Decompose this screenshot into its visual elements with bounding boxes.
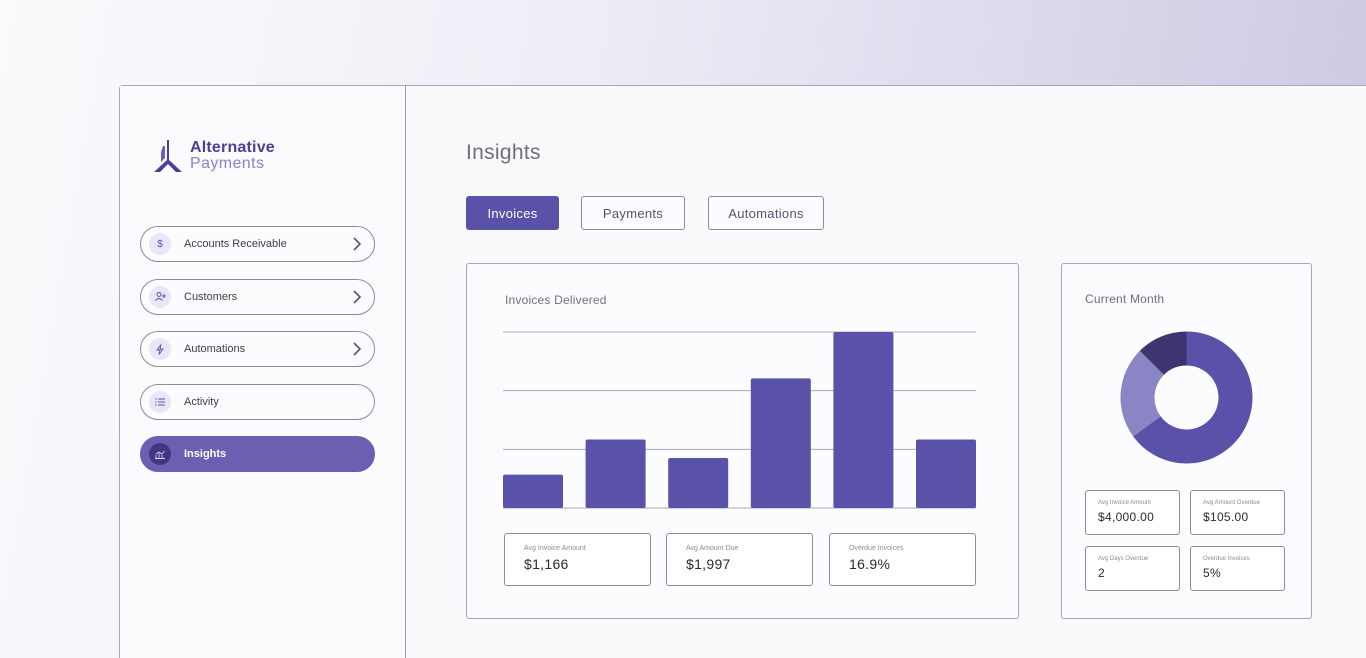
stat-label: Overdue Invoices — [849, 545, 904, 552]
brand-name-line1: Alternative — [190, 139, 275, 156]
stat-value: 16.9% — [849, 556, 891, 572]
bar — [585, 439, 646, 508]
stat-label: Avg Invoice Amount — [524, 545, 586, 552]
stat-avg-invoice-amount: Avg Invoice Amount $4,000.00 — [1085, 490, 1180, 535]
card-title: Invoices Delivered — [505, 293, 607, 307]
bar — [668, 457, 729, 508]
tab-automations[interactable]: Automations — [708, 196, 824, 230]
stat-avg-invoice-amount: Avg Invoice Amount $1,166 — [504, 533, 651, 586]
stat-value: 2 — [1098, 566, 1105, 580]
bar — [750, 378, 811, 508]
bar — [833, 332, 894, 508]
stat-avg-days-overdue: Avg Days Overdue 2 — [1085, 546, 1180, 591]
invoices-delivered-card: Invoices Delivered Avg Invoice Amount $1… — [466, 263, 1019, 619]
donut-slice — [1139, 331, 1187, 375]
sidebar-item-customers[interactable]: Customers — [140, 278, 375, 315]
stat-label: Avg Invoice Amount — [1098, 500, 1151, 506]
bar — [503, 474, 563, 508]
sidebar-item-activity[interactable]: Activity — [140, 383, 375, 420]
sidebar-item-label: Accounts Receivable — [184, 238, 287, 250]
tab-payments[interactable]: Payments — [581, 196, 685, 230]
donut-slice — [1133, 331, 1253, 464]
sidebar-item-label: Activity — [184, 395, 219, 408]
stat-overdue-invoices: Overdue Invoices 5% — [1190, 546, 1285, 591]
chevron-right-icon — [353, 342, 362, 356]
sidebar-item-label: Customers — [184, 290, 238, 303]
brand-logo-icon — [154, 140, 182, 172]
donut-slice — [1120, 350, 1164, 437]
sidebar: Alternative Payments $ Accounts Receivab… — [120, 86, 406, 658]
stat-label: Avg Amount Due — [686, 545, 739, 552]
stat-label: Avg Amount Overdue — [1203, 500, 1260, 506]
card-title: Current Month — [1085, 292, 1165, 306]
bar — [916, 439, 976, 508]
tab-invoices[interactable]: Invoices — [466, 196, 559, 230]
stat-overdue-invoices: Overdue Invoices 16.9% — [829, 533, 976, 586]
stat-label: Overdue Invoices — [1203, 556, 1250, 562]
sidebar-item-label: Insights — [184, 448, 227, 460]
brand-logo[interactable]: Alternative Payments — [152, 138, 275, 174]
stat-value: $1,166 — [524, 556, 569, 572]
stat-avg-amount-overdue: Avg Amount Overdue $105.00 — [1190, 490, 1285, 535]
brand-name-line2: Payments — [190, 155, 265, 172]
list-icon — [149, 390, 171, 413]
sidebar-item-accounts-receivable[interactable]: $ Accounts Receivable — [140, 226, 375, 262]
page-title: Insights — [466, 141, 541, 164]
chevron-right-icon — [353, 237, 362, 251]
chevron-right-icon — [353, 289, 362, 304]
chart-icon — [149, 443, 171, 465]
stat-avg-amount-due: Avg Amount Due $1,997 — [666, 533, 813, 586]
add-user-icon — [149, 285, 171, 308]
lightning-icon — [149, 338, 171, 360]
sidebar-nav: $ Accounts Receivable Customers Automati… — [140, 226, 375, 489]
stat-label: Avg Days Overdue — [1098, 556, 1149, 562]
sidebar-item-insights[interactable]: Insights — [140, 436, 375, 472]
current-month-donut-chart — [1120, 331, 1253, 464]
stat-value: $1,997 — [686, 556, 731, 572]
current-month-card: Current Month Avg Invoice Amount $4,000.… — [1061, 263, 1312, 619]
sidebar-item-automations[interactable]: Automations — [140, 331, 375, 367]
stat-value: $105.00 — [1203, 510, 1249, 524]
sidebar-item-label: Automations — [184, 343, 246, 355]
main-content: Insights Invoices Payments Automations I… — [406, 86, 1366, 658]
dollar-icon: $ — [149, 233, 171, 255]
app-window: Alternative Payments $ Accounts Receivab… — [119, 85, 1366, 658]
invoices-bar-chart — [503, 331, 976, 509]
stat-value: $4,000.00 — [1098, 510, 1155, 524]
stat-value: 5% — [1203, 566, 1221, 580]
